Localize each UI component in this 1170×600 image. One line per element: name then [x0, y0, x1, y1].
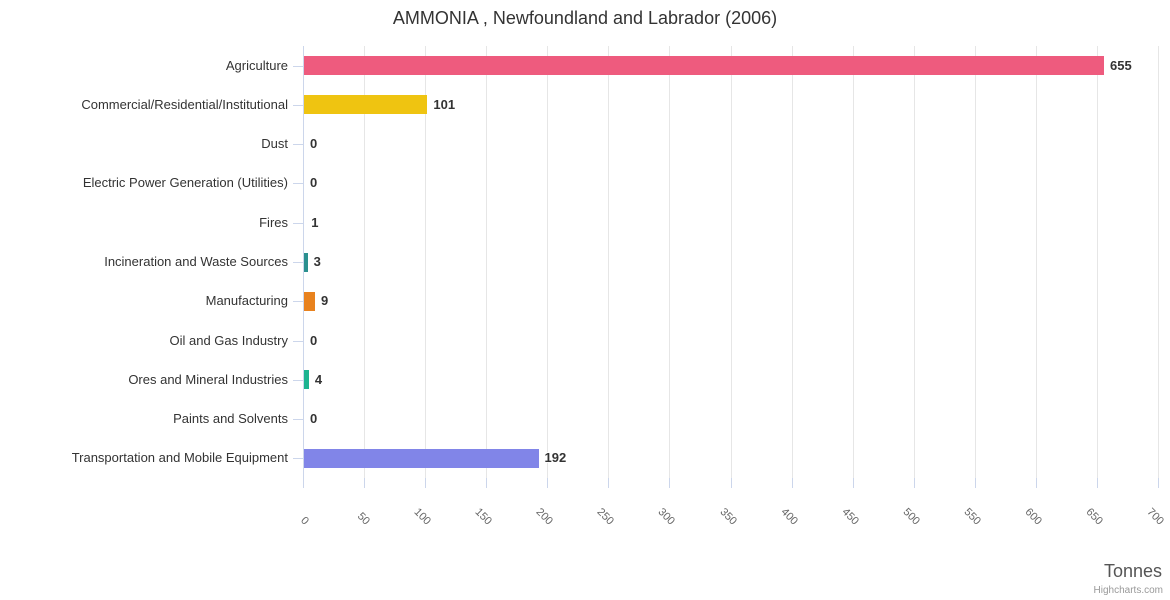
gridline — [1096, 46, 1098, 478]
category-tick — [293, 340, 303, 342]
x-tick-label: 550 — [961, 506, 983, 528]
category-tick — [293, 301, 303, 303]
x-axis-tick — [364, 478, 366, 488]
category-label: Dust — [261, 136, 288, 152]
value-label: 192 — [544, 450, 567, 466]
category-tick — [293, 144, 303, 146]
x-tick-label: 450 — [839, 506, 861, 528]
value-label: 0 — [310, 175, 318, 191]
category-label: Paints and Solvents — [173, 411, 288, 427]
category-label: Transportation and Mobile Equipment — [71, 450, 288, 466]
x-tick-label: 0 — [298, 514, 311, 528]
x-axis-tick — [730, 478, 732, 488]
gridline — [791, 46, 793, 478]
bar[interactable] — [304, 448, 539, 468]
x-axis-tick — [974, 478, 976, 488]
bar[interactable] — [304, 95, 428, 115]
category-label: Commercial/Residential/Institutional — [81, 96, 288, 112]
x-tick-label: 400 — [778, 506, 800, 528]
x-tick-label: 600 — [1022, 506, 1044, 528]
category-tick — [293, 65, 303, 67]
y-axis-line — [303, 46, 304, 478]
category-label: Manufacturing — [205, 293, 288, 309]
bar[interactable] — [304, 370, 309, 390]
x-axis-tick — [1158, 478, 1159, 488]
category-tick — [293, 262, 303, 263]
value-label: 9 — [320, 293, 329, 309]
x-tick-label: 100 — [411, 506, 434, 528]
value-label: 4 — [314, 371, 323, 387]
x-tick-label: 500 — [900, 506, 922, 528]
category-label: Electric Power Generation (Utilities) — [82, 175, 288, 191]
value-label: 3 — [313, 254, 321, 269]
category-tick — [293, 222, 303, 224]
x-tick-label: 650 — [1083, 506, 1105, 528]
value-label: 655 — [1110, 57, 1132, 73]
gridline — [547, 46, 549, 478]
x-tick-label: 200 — [533, 506, 556, 528]
x-tick-label: 700 — [1144, 506, 1166, 528]
category-tick — [293, 458, 303, 460]
category-tick — [293, 183, 303, 185]
value-label: 0 — [310, 332, 318, 348]
x-axis-tick — [608, 478, 610, 488]
gridline — [1158, 46, 1159, 478]
category-tick — [293, 379, 303, 381]
category-label: Ores and Mineral Industries — [128, 371, 288, 387]
category-tick — [293, 104, 303, 106]
gridline — [669, 46, 671, 478]
category-label: Oil and Gas Industry — [169, 332, 289, 348]
gridline — [608, 46, 610, 478]
gridline — [425, 46, 427, 478]
x-axis-tick — [547, 478, 549, 488]
gridline — [486, 46, 488, 478]
x-tick-label: 300 — [655, 506, 678, 528]
x-axis-tick — [486, 478, 488, 488]
x-axis-tick — [303, 478, 304, 488]
gridline — [852, 46, 854, 478]
gridline — [364, 46, 366, 478]
bar[interactable] — [304, 56, 1105, 76]
bar[interactable] — [304, 252, 308, 272]
x-tick-label: 350 — [717, 506, 739, 528]
value-label: 101 — [433, 96, 456, 112]
x-axis-tick — [852, 478, 854, 488]
x-tick-label: 50 — [354, 510, 373, 528]
x-axis-tick — [1035, 478, 1037, 488]
gridline — [730, 46, 732, 478]
category-label: Fires — [259, 214, 288, 230]
x-axis-tick — [791, 478, 793, 488]
value-label: 1 — [311, 214, 319, 230]
chart-title: AMMONIA , Newfoundland and Labrador (200… — [392, 8, 778, 28]
value-label: 0 — [310, 411, 318, 427]
gridline — [974, 46, 976, 478]
x-tick-label: 250 — [594, 506, 617, 528]
x-axis-tick — [425, 478, 427, 488]
x-axis-tick — [913, 478, 915, 488]
value-label: 0 — [310, 136, 318, 152]
x-axis-tick — [669, 478, 671, 488]
bar[interactable] — [304, 291, 315, 311]
x-tick-label: 150 — [472, 506, 495, 528]
gridline — [913, 46, 915, 478]
gridline — [1035, 46, 1037, 478]
category-tick — [293, 419, 303, 421]
x-axis-tick — [1096, 478, 1098, 488]
category-label: Incineration and Waste Sources — [104, 254, 288, 269]
highcharts-credit-link[interactable]: Highcharts.com — [1093, 585, 1163, 596]
x-axis-title: Tonnes — [1103, 561, 1162, 581]
category-label: Agriculture — [225, 57, 288, 73]
